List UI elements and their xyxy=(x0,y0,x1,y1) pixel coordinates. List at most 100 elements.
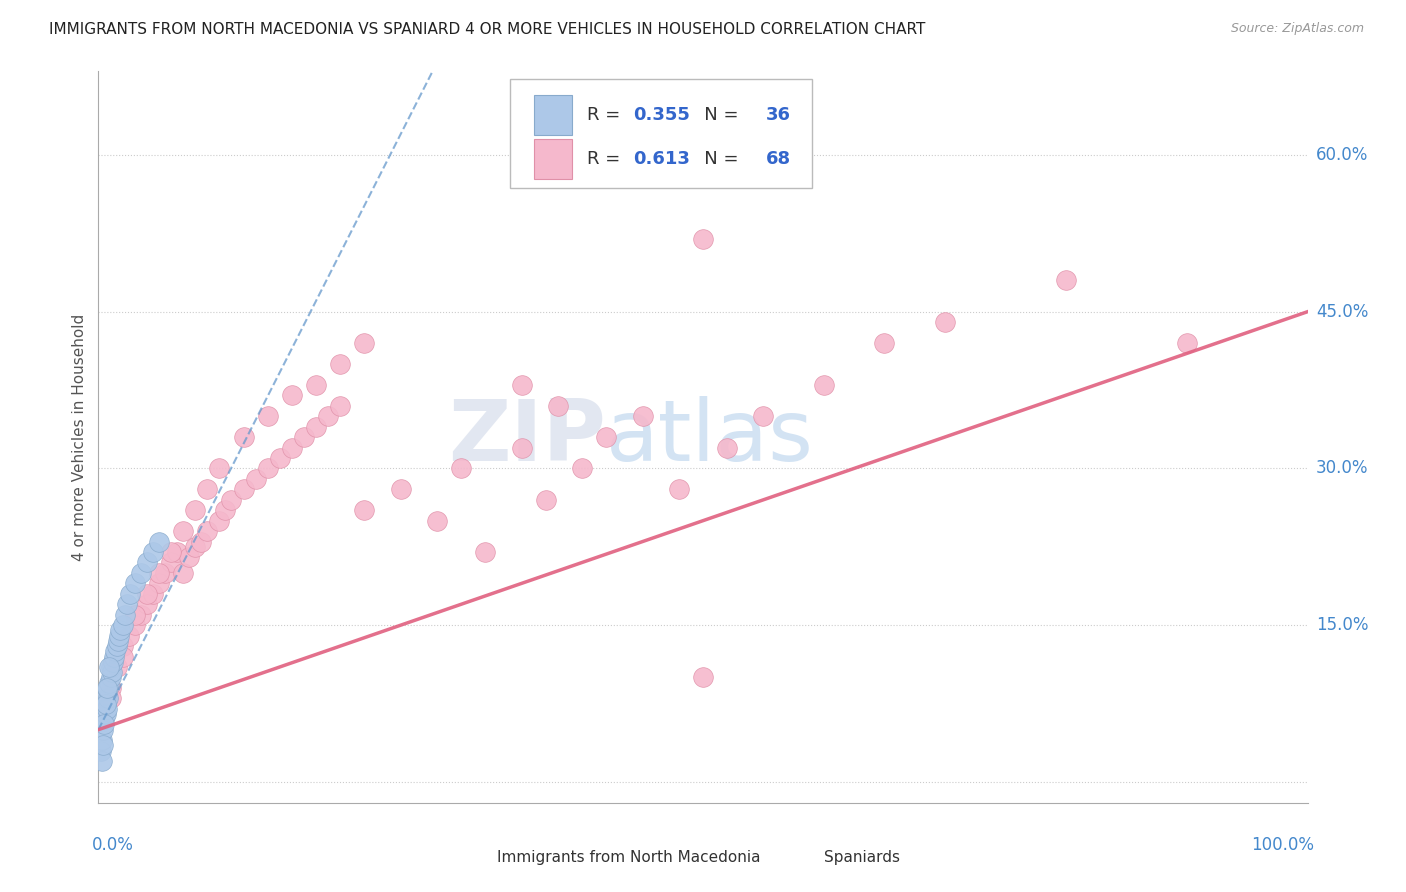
Point xyxy=(124,618,146,632)
Point xyxy=(474,545,496,559)
Point xyxy=(135,597,157,611)
Point xyxy=(547,399,569,413)
Point xyxy=(256,409,278,424)
Point xyxy=(716,441,738,455)
Point xyxy=(97,681,120,695)
Point xyxy=(316,409,339,424)
Point xyxy=(232,430,254,444)
Point xyxy=(96,681,118,695)
Point xyxy=(100,670,122,684)
Point xyxy=(184,503,207,517)
Point xyxy=(153,566,176,580)
Point xyxy=(124,576,146,591)
Bar xyxy=(534,139,572,179)
Point xyxy=(389,483,412,497)
Point xyxy=(208,461,231,475)
Text: 15.0%: 15.0% xyxy=(1316,616,1368,634)
Point xyxy=(91,754,114,768)
Point xyxy=(305,419,328,434)
Point xyxy=(873,336,896,351)
Text: 45.0%: 45.0% xyxy=(1316,302,1368,321)
Point xyxy=(108,624,131,638)
Point xyxy=(195,524,218,538)
Point xyxy=(1175,336,1198,351)
Point xyxy=(329,357,352,371)
Point xyxy=(142,587,165,601)
Point xyxy=(91,733,114,747)
Text: 0.355: 0.355 xyxy=(633,106,690,124)
Point xyxy=(752,409,775,424)
Point xyxy=(631,409,654,424)
Point xyxy=(118,629,141,643)
Point xyxy=(118,587,141,601)
Point xyxy=(195,483,218,497)
FancyBboxPatch shape xyxy=(509,78,811,188)
Text: Spaniards: Spaniards xyxy=(824,850,900,865)
Point xyxy=(166,545,188,559)
Text: Immigrants from North Macedonia: Immigrants from North Macedonia xyxy=(498,850,761,865)
Point xyxy=(256,461,278,475)
Point xyxy=(329,399,352,413)
Point xyxy=(111,618,134,632)
Point xyxy=(142,545,165,559)
Point xyxy=(135,556,157,570)
Point xyxy=(510,377,533,392)
Point xyxy=(281,441,304,455)
Point xyxy=(94,691,117,706)
Point xyxy=(692,231,714,245)
Text: 68: 68 xyxy=(766,150,792,168)
Point xyxy=(129,566,152,580)
Text: 100.0%: 100.0% xyxy=(1250,836,1313,854)
Text: 0.613: 0.613 xyxy=(633,150,690,168)
Point xyxy=(172,524,194,538)
Point xyxy=(96,702,118,716)
Point xyxy=(179,550,201,565)
Point xyxy=(571,461,593,475)
Bar xyxy=(534,95,572,136)
Point xyxy=(353,336,375,351)
Point xyxy=(91,723,114,737)
Point xyxy=(160,545,183,559)
Point xyxy=(111,639,134,653)
Point xyxy=(172,566,194,580)
Point xyxy=(1054,273,1077,287)
Point xyxy=(98,660,121,674)
Point xyxy=(305,377,328,392)
Point xyxy=(97,691,120,706)
Point xyxy=(813,377,835,392)
Point xyxy=(93,717,115,731)
Point xyxy=(214,503,236,517)
Point xyxy=(245,472,267,486)
Point xyxy=(281,388,304,402)
Point xyxy=(353,503,375,517)
Text: N =: N = xyxy=(688,106,745,124)
Text: 0.0%: 0.0% xyxy=(93,836,134,854)
Point xyxy=(148,534,170,549)
Point xyxy=(160,556,183,570)
Point xyxy=(91,739,114,753)
Point xyxy=(668,483,690,497)
Point xyxy=(190,534,212,549)
Point xyxy=(510,441,533,455)
Point xyxy=(101,655,124,669)
Text: R =: R = xyxy=(586,150,626,168)
Text: ZIP: ZIP xyxy=(449,395,606,479)
Point xyxy=(105,660,128,674)
Text: R =: R = xyxy=(586,106,626,124)
Point xyxy=(90,743,112,757)
Point xyxy=(934,315,956,329)
Point xyxy=(692,670,714,684)
Point xyxy=(100,681,122,695)
Point xyxy=(221,492,243,507)
Point xyxy=(108,629,131,643)
Point xyxy=(114,607,136,622)
Text: 60.0%: 60.0% xyxy=(1316,146,1368,164)
Point xyxy=(148,566,170,580)
Y-axis label: 4 or more Vehicles in Household: 4 or more Vehicles in Household xyxy=(72,313,87,561)
Point xyxy=(232,483,254,497)
Point xyxy=(129,607,152,622)
Point xyxy=(100,660,122,674)
Text: 30.0%: 30.0% xyxy=(1316,459,1368,477)
Point xyxy=(124,607,146,622)
Point xyxy=(98,675,121,690)
